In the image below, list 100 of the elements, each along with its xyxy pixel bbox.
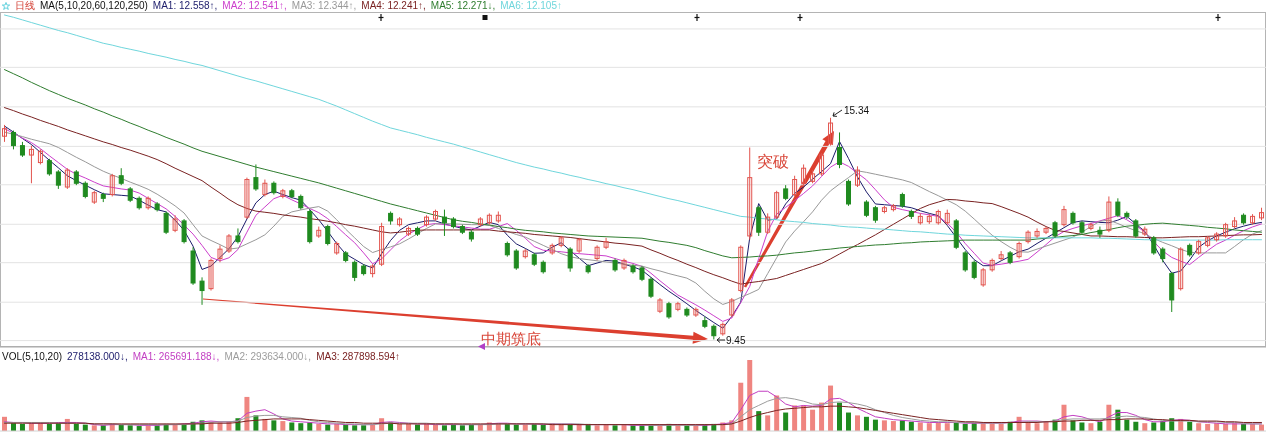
text: MA3: 287898.594↑	[316, 351, 401, 363]
annotation: 9.45	[726, 334, 746, 346]
bar	[863, 416, 869, 431]
candlestick	[28, 145, 34, 184]
candlestick	[819, 152, 825, 177]
candlestick	[971, 259, 977, 280]
text: MA2: 293634.000↓,	[224, 351, 312, 363]
text: MA1: 265691.188↓,	[132, 351, 220, 363]
text: MA1: 12.558↑,	[152, 0, 218, 12]
bar	[926, 423, 932, 431]
candlestick	[567, 246, 573, 273]
candlestick	[998, 250, 1004, 261]
candlestick	[747, 147, 753, 241]
candlestick	[1097, 226, 1103, 239]
candlestick	[352, 259, 358, 282]
candlestick	[980, 267, 986, 288]
candlestick	[1088, 222, 1094, 231]
candlestick	[837, 131, 843, 169]
candlestick	[253, 163, 259, 192]
annotation: 中期筑底	[481, 330, 541, 347]
candlestick	[10, 130, 16, 150]
chart-title: 日线	[15, 0, 35, 12]
candlestick	[109, 173, 115, 197]
candlestick	[576, 237, 582, 254]
candlestick	[199, 276, 205, 306]
bar	[783, 412, 789, 431]
bar	[881, 420, 887, 431]
bar	[944, 423, 950, 431]
chart-title: VOL(5,10,20)	[2, 351, 63, 363]
candlestick	[792, 175, 798, 197]
bar	[1151, 422, 1157, 431]
text: MA3: 12.344↑,	[291, 0, 357, 12]
candlestick	[1178, 246, 1184, 292]
candlestick	[1115, 197, 1121, 218]
candlestick	[917, 212, 923, 226]
candlestick	[729, 297, 735, 318]
text: MA2: 12.541↑,	[222, 0, 287, 12]
annotation: 15.34	[844, 104, 870, 116]
bar	[846, 412, 851, 431]
candlestick	[854, 165, 860, 188]
candlestick	[846, 179, 851, 207]
candlestick	[1025, 229, 1031, 244]
bar	[280, 421, 286, 431]
annotation: 278138.000↓,	[67, 351, 128, 363]
bar	[765, 415, 771, 431]
candlestick	[1016, 241, 1022, 260]
candlestick	[226, 233, 232, 254]
candlestick	[738, 244, 744, 293]
text: MA5: 12.271↓,	[430, 0, 496, 12]
bar	[854, 415, 860, 431]
chart-subtitle: MA(5,10,20,60,120,250)	[40, 0, 148, 12]
bar	[810, 409, 816, 431]
candlestick	[145, 195, 151, 211]
candlestick	[1034, 227, 1040, 239]
candlestick	[1061, 205, 1067, 228]
candlestick	[675, 301, 681, 312]
candlestick	[1106, 195, 1112, 233]
candlestick	[594, 244, 600, 261]
candlestick	[262, 179, 268, 197]
candlestick	[513, 248, 519, 271]
annotation: 突破	[757, 153, 789, 170]
candlestick	[774, 190, 780, 220]
candlestick	[244, 177, 250, 220]
bar	[1088, 423, 1094, 431]
bar	[1079, 422, 1085, 431]
candlestick	[621, 258, 627, 271]
bar	[747, 360, 753, 431]
candlestick	[648, 276, 654, 299]
bar	[1196, 423, 1202, 431]
candlestick	[172, 214, 178, 233]
text: MA6: 12.105↑	[500, 0, 562, 12]
candlestick	[163, 210, 169, 235]
candlestick	[235, 227, 241, 244]
bar	[1142, 423, 1148, 431]
candlestick	[64, 167, 70, 190]
bar	[271, 420, 277, 431]
candlestick	[1133, 218, 1139, 239]
candlestick	[1043, 226, 1049, 235]
bar	[801, 405, 807, 431]
candlestick	[765, 212, 771, 235]
candlestick	[1151, 235, 1157, 256]
candlestick	[217, 244, 223, 263]
candlestick	[828, 117, 834, 147]
candlestick	[55, 169, 61, 190]
candlestick	[208, 258, 214, 292]
bar	[756, 411, 762, 431]
candlestick	[486, 212, 492, 226]
candlestick	[801, 163, 807, 186]
candlestick	[181, 218, 187, 244]
bar	[289, 422, 295, 431]
candlestick	[441, 209, 447, 237]
candlestick	[603, 237, 609, 250]
candlestick	[379, 222, 385, 267]
text: MA4: 12.241↑,	[361, 0, 426, 12]
candlestick	[657, 297, 663, 314]
candlestick	[962, 250, 968, 273]
bar	[837, 402, 843, 431]
bar	[890, 421, 896, 431]
candlestick	[325, 224, 331, 246]
candlestick	[693, 306, 699, 318]
